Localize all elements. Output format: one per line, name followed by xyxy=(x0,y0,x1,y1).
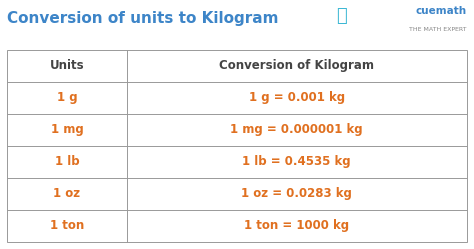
Text: 1 g = 0.001 kg: 1 g = 0.001 kg xyxy=(249,91,345,104)
Text: 1 g: 1 g xyxy=(56,91,77,104)
Text: 1 mg = 0.000001 kg: 1 mg = 0.000001 kg xyxy=(230,123,363,136)
Text: THE MATH EXPERT: THE MATH EXPERT xyxy=(410,27,467,32)
Bar xyxy=(7,50,467,242)
Text: 🚀: 🚀 xyxy=(336,7,346,25)
Text: Conversion of units to Kilogram: Conversion of units to Kilogram xyxy=(7,11,279,26)
Text: 1 ton = 1000 kg: 1 ton = 1000 kg xyxy=(244,219,349,232)
Text: Conversion of Kilogram: Conversion of Kilogram xyxy=(219,59,374,72)
Text: Units: Units xyxy=(50,59,84,72)
Text: 1 oz: 1 oz xyxy=(53,187,81,200)
Text: 1 oz = 0.0283 kg: 1 oz = 0.0283 kg xyxy=(241,187,352,200)
Text: cuemath: cuemath xyxy=(416,6,467,16)
Text: 1 lb = 0.4535 kg: 1 lb = 0.4535 kg xyxy=(243,155,351,168)
Text: 1 mg: 1 mg xyxy=(51,123,83,136)
Text: 1 ton: 1 ton xyxy=(50,219,84,232)
Text: 1 lb: 1 lb xyxy=(55,155,79,168)
